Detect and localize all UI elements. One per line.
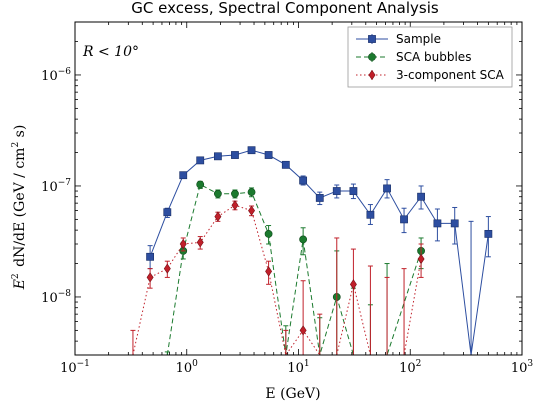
x-tick-label: 102 bbox=[399, 359, 421, 376]
data-point bbox=[214, 152, 222, 161]
y-axis-label: E2 dN/dE (GeV / cm2 s) bbox=[11, 125, 28, 291]
data-point bbox=[196, 237, 204, 248]
x-axis-label: E (GeV) bbox=[265, 386, 320, 402]
x-tick-label: 103 bbox=[511, 359, 534, 376]
y-tick-label: 10−6 bbox=[41, 67, 71, 84]
data-point bbox=[433, 219, 442, 228]
data-point bbox=[299, 325, 307, 336]
data-point bbox=[247, 188, 256, 197]
data-point bbox=[146, 272, 154, 283]
data-point bbox=[264, 229, 273, 238]
series-2 bbox=[130, 200, 425, 355]
data-point bbox=[146, 252, 155, 261]
data-point bbox=[196, 156, 205, 165]
data-point bbox=[400, 215, 408, 224]
series-line bbox=[132, 204, 422, 355]
data-point bbox=[231, 151, 239, 159]
data-point bbox=[163, 208, 172, 217]
data-point bbox=[450, 219, 459, 228]
data-point bbox=[349, 279, 357, 290]
x-tick-label: 100 bbox=[176, 359, 199, 376]
series-1 bbox=[164, 180, 425, 355]
data-point bbox=[417, 192, 425, 201]
chart-title: GC excess, Spectral Component Analysis bbox=[131, 0, 439, 17]
data-point bbox=[484, 229, 493, 238]
legend-marker bbox=[368, 35, 376, 43]
x-tick-label: 101 bbox=[287, 359, 309, 376]
series-layer bbox=[130, 146, 493, 355]
data-point bbox=[299, 176, 308, 185]
legend-label: 3-component SCA bbox=[396, 68, 505, 82]
legend-marker bbox=[368, 69, 376, 81]
data-point bbox=[349, 187, 358, 195]
legend-marker bbox=[368, 53, 376, 61]
data-point bbox=[179, 171, 188, 180]
data-point bbox=[383, 184, 391, 193]
data-point bbox=[163, 263, 171, 274]
data-point bbox=[332, 187, 341, 195]
data-point bbox=[196, 180, 205, 189]
ticks-layer: 10−1 100 101 102 103 10−8 10−7 10−6 bbox=[41, 21, 534, 376]
legend: Sample SCA bubbles 3-component SCA bbox=[347, 26, 513, 88]
data-point bbox=[366, 210, 375, 219]
series-0 bbox=[146, 146, 493, 355]
data-point bbox=[265, 266, 273, 277]
data-point bbox=[214, 211, 222, 222]
data-point bbox=[231, 189, 239, 198]
y-tick-label: 10−8 bbox=[41, 289, 71, 306]
data-point bbox=[299, 235, 308, 244]
data-point bbox=[231, 200, 239, 211]
legend-label: SCA bubbles bbox=[396, 50, 471, 64]
data-point bbox=[417, 253, 425, 265]
data-point bbox=[264, 151, 273, 159]
data-point bbox=[214, 189, 222, 198]
data-point bbox=[247, 146, 256, 155]
data-point bbox=[315, 194, 324, 202]
data-point bbox=[281, 160, 290, 169]
svg-text:E2 dN/dE (GeV / cm2 s): E2 dN/dE (GeV / cm2 s) bbox=[11, 125, 28, 291]
y-tick-label: 10−7 bbox=[41, 178, 71, 195]
region-annotation: R < 10° bbox=[82, 44, 139, 60]
data-point bbox=[248, 205, 256, 216]
x-tick-label: 10−1 bbox=[60, 359, 90, 376]
legend-label: Sample bbox=[396, 32, 441, 46]
series-line bbox=[166, 183, 422, 355]
data-point bbox=[179, 238, 187, 250]
